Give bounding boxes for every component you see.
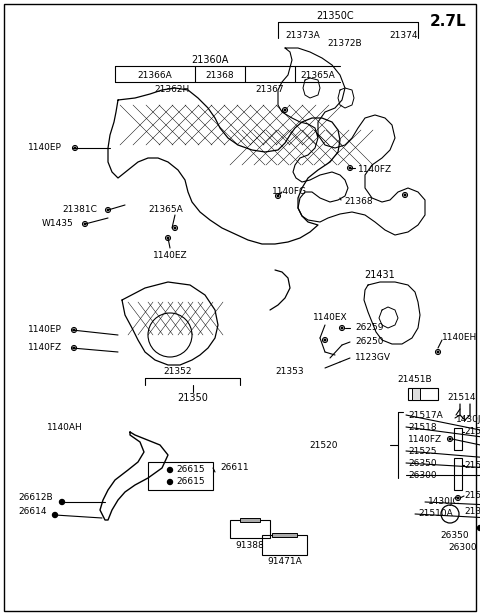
Text: 1140EX: 1140EX: [312, 314, 348, 322]
Bar: [408, 388, 438, 400]
Text: W1435: W1435: [42, 220, 74, 229]
Circle shape: [284, 109, 286, 111]
Text: 26250: 26250: [355, 338, 384, 346]
Text: 21517A: 21517A: [408, 410, 443, 419]
Text: 1140FZ: 1140FZ: [28, 344, 62, 352]
Circle shape: [168, 467, 172, 472]
Circle shape: [449, 438, 451, 440]
Text: 1140EH: 1140EH: [442, 333, 477, 343]
Circle shape: [60, 499, 64, 504]
Text: 91388: 91388: [236, 541, 264, 549]
Text: 26350: 26350: [440, 531, 468, 539]
Circle shape: [174, 227, 176, 229]
Text: 21362H: 21362H: [155, 85, 190, 95]
Bar: [272, 533, 297, 537]
Text: 21517A: 21517A: [464, 461, 480, 469]
Text: 21381C: 21381C: [62, 205, 97, 215]
Text: 21353: 21353: [276, 368, 304, 376]
Text: 1430JC: 1430JC: [428, 498, 460, 507]
Text: 21350C: 21350C: [316, 11, 354, 21]
Text: 21360A: 21360A: [192, 55, 228, 65]
Circle shape: [107, 209, 109, 211]
Text: 91471A: 91471A: [268, 558, 302, 566]
Circle shape: [73, 329, 75, 331]
Text: 1123GV: 1123GV: [355, 354, 391, 362]
Text: 21510A: 21510A: [418, 509, 453, 518]
Text: 1140FZ: 1140FZ: [408, 435, 442, 443]
Text: 26300: 26300: [408, 470, 437, 480]
Bar: [148, 462, 213, 490]
Text: 21365A: 21365A: [148, 205, 183, 215]
Circle shape: [168, 480, 172, 485]
Text: 21365A: 21365A: [300, 71, 336, 79]
Circle shape: [341, 327, 343, 329]
Text: 1140EZ: 1140EZ: [153, 250, 187, 260]
Text: 26259: 26259: [355, 323, 384, 333]
Text: 21451B: 21451B: [398, 376, 432, 384]
Text: 21368: 21368: [206, 71, 234, 79]
Text: 21368: 21368: [344, 197, 372, 207]
Circle shape: [84, 223, 86, 225]
Circle shape: [478, 525, 480, 531]
Bar: [262, 535, 307, 555]
Text: 26350: 26350: [408, 459, 437, 467]
Text: 21518: 21518: [408, 423, 437, 432]
Text: 2.7L: 2.7L: [430, 15, 466, 30]
Text: 21520: 21520: [310, 440, 338, 450]
Text: 26612B: 26612B: [18, 493, 53, 502]
Text: 1140FZ: 1140FZ: [358, 165, 392, 175]
Text: 1140EP: 1140EP: [28, 143, 62, 153]
Circle shape: [52, 512, 58, 517]
Text: 21518: 21518: [464, 427, 480, 437]
Circle shape: [404, 194, 406, 196]
Text: 1140AH: 1140AH: [47, 424, 83, 432]
Bar: [240, 518, 260, 522]
Text: 21372B: 21372B: [328, 39, 362, 47]
Text: 26615: 26615: [176, 477, 204, 486]
Text: 21514: 21514: [448, 394, 476, 402]
Bar: [230, 520, 270, 538]
Text: 1430JC: 1430JC: [456, 416, 480, 424]
Text: 21525: 21525: [408, 446, 436, 456]
Text: 21366A: 21366A: [138, 71, 172, 79]
Bar: [454, 428, 462, 450]
Text: 21431: 21431: [365, 270, 396, 280]
Text: 21350: 21350: [178, 393, 208, 403]
Text: 21352: 21352: [164, 368, 192, 376]
Bar: [412, 388, 420, 400]
Circle shape: [73, 347, 75, 349]
Text: 21374: 21374: [390, 31, 418, 39]
Text: 26300: 26300: [448, 544, 477, 552]
Circle shape: [324, 339, 326, 341]
Circle shape: [277, 195, 279, 197]
Circle shape: [457, 497, 459, 499]
Text: 26614: 26614: [18, 507, 47, 517]
Text: 26615: 26615: [176, 466, 204, 475]
Text: 21367: 21367: [256, 85, 284, 95]
Circle shape: [74, 147, 76, 149]
Text: 26611: 26611: [220, 464, 249, 472]
Circle shape: [349, 167, 351, 169]
Text: 21373A: 21373A: [286, 31, 320, 39]
Text: 21515: 21515: [464, 491, 480, 501]
Bar: [454, 458, 462, 490]
Text: 1140EP: 1140EP: [28, 325, 62, 335]
Circle shape: [437, 351, 439, 353]
Text: 21390: 21390: [464, 507, 480, 517]
Circle shape: [167, 237, 169, 239]
Text: 1140FG: 1140FG: [272, 188, 307, 197]
